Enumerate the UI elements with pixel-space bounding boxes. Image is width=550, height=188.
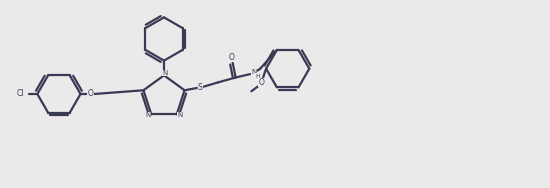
Text: O: O [258,78,264,87]
Text: Cl: Cl [17,89,25,99]
Text: N: N [162,70,167,76]
Text: O: O [228,53,234,62]
Text: N: N [178,112,183,118]
Text: N: N [145,112,151,118]
Text: N: N [251,69,256,75]
Text: H: H [255,74,260,79]
Text: S: S [198,83,202,92]
Text: O: O [87,89,94,99]
